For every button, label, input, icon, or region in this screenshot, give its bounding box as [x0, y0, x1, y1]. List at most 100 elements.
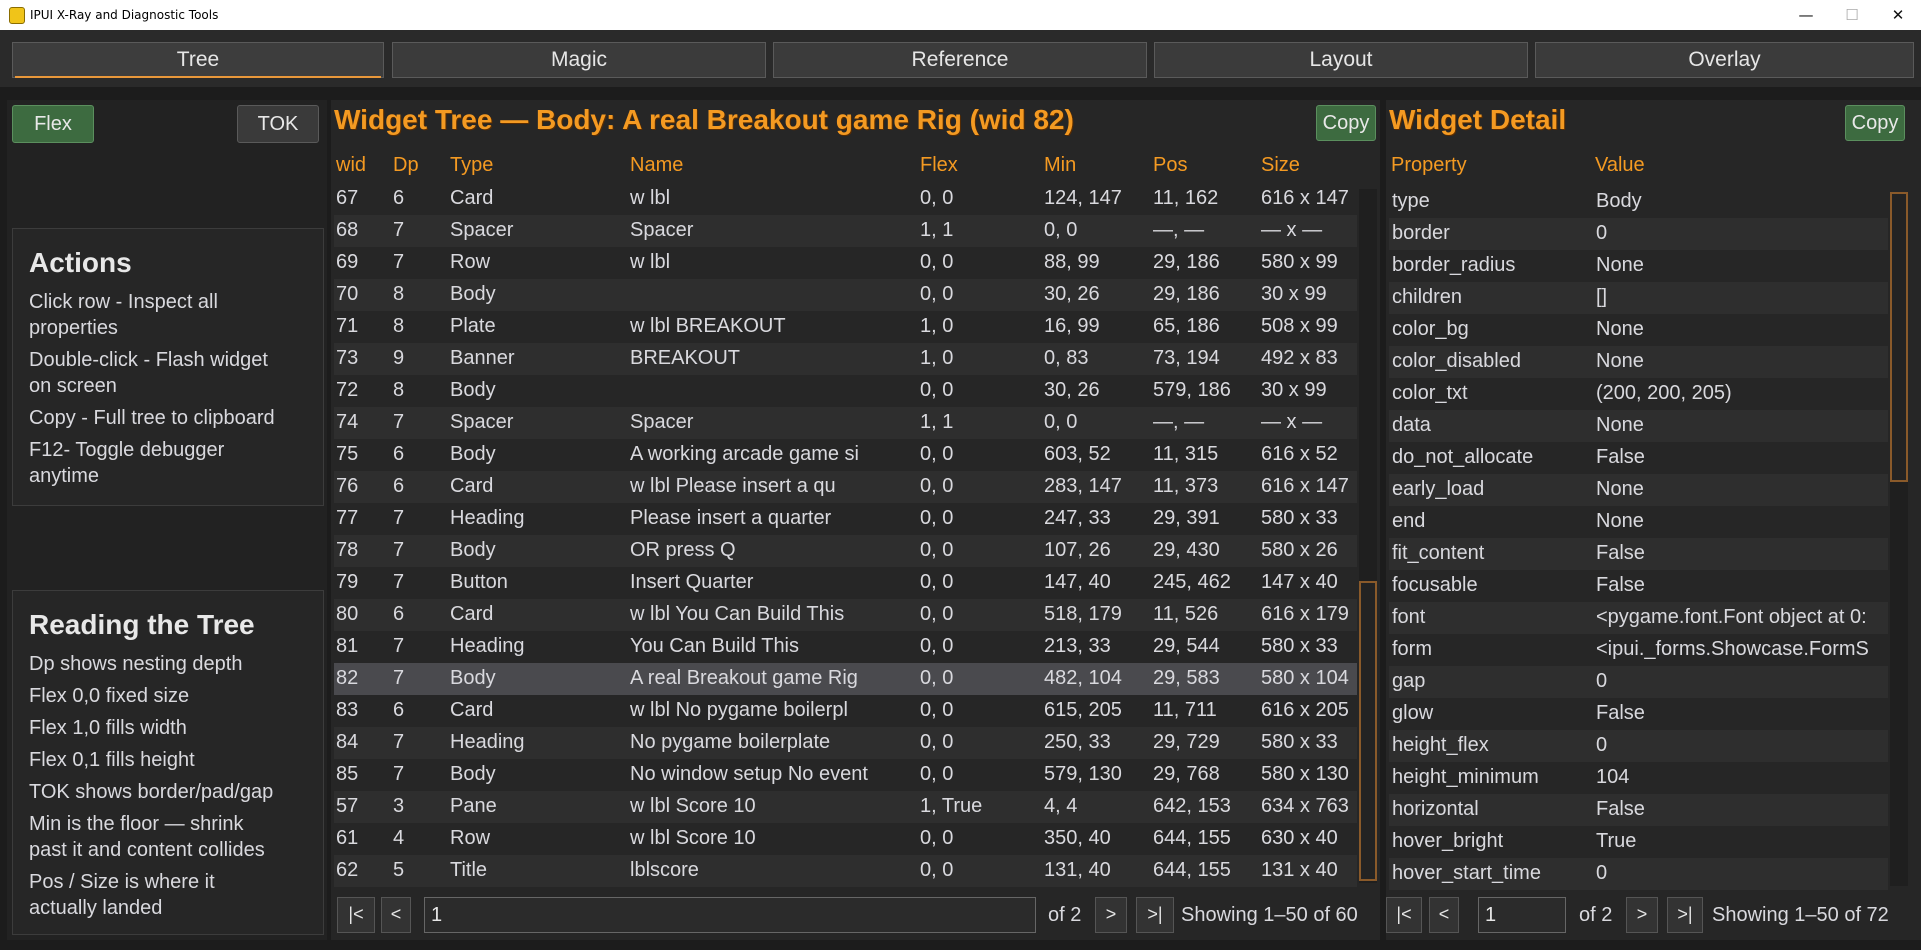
detail-row[interactable]: do_not_allocate False — [1389, 442, 1888, 474]
tree-cell-type: Row — [450, 827, 491, 849]
tab-reference[interactable]: Reference — [773, 42, 1147, 78]
tree-row[interactable]: 76 6 Card w lbl Please insert a qu 0, 0 283, … — [334, 471, 1357, 503]
tree-cell-dp: 5 — [393, 859, 405, 881]
tree-cell-type: Row — [450, 251, 491, 273]
tree-row[interactable]: 80 6 Card w lbl You Can Build This 0, 0 518, … — [334, 599, 1357, 631]
tree-cell-wid: 74 — [336, 411, 359, 433]
detail-row[interactable]: hover_start_time 0 — [1389, 858, 1888, 890]
maximize-button[interactable]: ☐ — [1845, 6, 1859, 24]
tree-cell-dp: 7 — [393, 667, 405, 689]
tree-first-page-button[interactable]: |< — [337, 897, 375, 933]
tree-cell-type: Spacer — [450, 411, 514, 433]
tree-cell-type: Body — [450, 763, 496, 785]
detail-row[interactable]: color_disabled None — [1389, 346, 1888, 378]
tree-cell-min: 615, 205 — [1044, 699, 1122, 721]
tree-row[interactable]: 81 7 Heading You Can Build This 0, 0 213, 33 2… — [334, 631, 1357, 663]
tree-row[interactable]: 61 4 Row w lbl Score 10 0, 0 350, 40 644, 155 6… — [334, 823, 1357, 855]
minimize-button[interactable]: — — [1798, 6, 1814, 24]
detail-next-page-button[interactable]: > — [1626, 897, 1658, 933]
detail-row[interactable]: border_radius None — [1389, 250, 1888, 282]
tree-row[interactable]: 78 7 Body OR press Q 0, 0 107, 26 29, 430 580 x… — [334, 535, 1357, 567]
tok-button[interactable]: TOK — [237, 105, 319, 143]
tree-cell-size: 580 x 33 — [1261, 507, 1338, 529]
detail-row[interactable]: height_flex 0 — [1389, 730, 1888, 762]
tab-layout[interactable]: Layout — [1154, 42, 1528, 78]
tree-row[interactable]: 72 8 Body 0, 0 30, 26 579, 186 30 x 99 — [334, 375, 1357, 407]
tree-cell-dp: 7 — [393, 571, 405, 593]
tree-row[interactable]: 77 7 Heading Please insert a quarter 0, 0 247… — [334, 503, 1357, 535]
actions-line: Copy - Full tree to clipboard — [29, 407, 275, 429]
detail-row[interactable]: glow False — [1389, 698, 1888, 730]
tree-row[interactable]: 71 8 Plate w lbl BREAKOUT 1, 0 16, 99 65, 186 5… — [334, 311, 1357, 343]
tree-cell-min: 579, 130 — [1044, 763, 1122, 785]
detail-page-input[interactable] — [1478, 897, 1566, 933]
detail-row[interactable]: color_txt (200, 200, 205) — [1389, 378, 1888, 410]
tree-scrollbar-thumb[interactable] — [1359, 581, 1377, 881]
tree-row[interactable]: 57 3 Pane w lbl Score 10 1, True 4, 4 642, 153… — [334, 791, 1357, 823]
detail-row[interactable]: gap 0 — [1389, 666, 1888, 698]
detail-scrollbar[interactable] — [1890, 192, 1908, 886]
detail-last-page-button[interactable]: >| — [1667, 897, 1703, 933]
detail-row[interactable]: type Body — [1389, 186, 1888, 218]
tree-row[interactable]: 62 5 Title lblscore 0, 0 131, 40 644, 155 131 x… — [334, 855, 1357, 887]
copy-detail-button[interactable]: Copy — [1845, 105, 1905, 141]
tree-row[interactable]: 75 6 Body A working arcade game si 0, 0 603, … — [334, 439, 1357, 471]
detail-row[interactable]: early_load None — [1389, 474, 1888, 506]
reading-tree-title: Reading the Tree — [29, 609, 255, 640]
detail-row[interactable]: border 0 — [1389, 218, 1888, 250]
tree-row[interactable]: 70 8 Body 0, 0 30, 26 29, 186 30 x 99 — [334, 279, 1357, 311]
tree-cell-type: Banner — [450, 347, 515, 369]
detail-row[interactable]: horizontal False — [1389, 794, 1888, 826]
tree-page-input[interactable] — [424, 897, 1036, 933]
close-button[interactable]: ✕ — [1891, 6, 1905, 24]
tree-row[interactable]: 84 7 Heading No pygame boilerplate 0, 0 250, … — [334, 727, 1357, 759]
actions-line: Double-click - Flash widget — [29, 349, 268, 371]
detail-row[interactable]: font <pygame.font.Font object at 0: — [1389, 602, 1888, 634]
detail-row[interactable]: children [] — [1389, 282, 1888, 314]
tree-row[interactable]: 79 7 Button Insert Quarter 0, 0 147, 40 245, 4… — [334, 567, 1357, 599]
tree-row[interactable]: 69 7 Row w lbl 0, 0 88, 99 29, 186 580 x 99 — [334, 247, 1357, 279]
tree-row[interactable]: 82 7 Body A real Breakout game Rig 0, 0 482, … — [334, 663, 1357, 695]
tab-overlay[interactable]: Overlay — [1535, 42, 1914, 78]
tree-cell-flex: 0, 0 — [920, 539, 954, 561]
copy-tree-button[interactable]: Copy — [1316, 105, 1376, 141]
detail-row[interactable]: hover_bright True — [1389, 826, 1888, 858]
detail-row[interactable]: end None — [1389, 506, 1888, 538]
tree-cell-flex: 0, 0 — [920, 859, 954, 881]
tree-cell-dp: 7 — [393, 219, 405, 241]
tree-prev-page-button[interactable]: < — [381, 897, 411, 933]
detail-row[interactable]: focusable False — [1389, 570, 1888, 602]
detail-first-page-button[interactable]: |< — [1386, 897, 1422, 933]
tab-magic[interactable]: Magic — [392, 42, 766, 78]
tree-scrollbar[interactable] — [1359, 189, 1377, 883]
tree-next-page-button[interactable]: > — [1095, 897, 1127, 933]
detail-scrollbar-thumb[interactable] — [1890, 192, 1908, 482]
actions-line: on screen — [29, 375, 117, 397]
detail-page-count: of 2 — [1579, 904, 1613, 926]
detail-row[interactable]: fit_content False — [1389, 538, 1888, 570]
detail-row[interactable]: form <ipui._forms.Showcase.FormS — [1389, 634, 1888, 666]
tree-cell-min: 88, 99 — [1044, 251, 1100, 273]
tab-tree[interactable]: Tree — [12, 42, 384, 78]
tree-row[interactable]: 74 7 Spacer Spacer 1, 1 0, 0 —, — — x — — [334, 407, 1357, 439]
detail-row[interactable]: color_bg None — [1389, 314, 1888, 346]
detail-row[interactable]: data None — [1389, 410, 1888, 442]
tree-cell-wid: 76 — [336, 475, 359, 497]
tree-cell-pos: 29, 186 — [1153, 283, 1220, 305]
tree-row[interactable]: 73 9 Banner BREAKOUT 1, 0 0, 83 73, 194 492 x 8… — [334, 343, 1357, 375]
tree-row[interactable]: 67 6 Card w lbl 0, 0 124, 147 11, 162 616 x 147 — [334, 183, 1357, 215]
tree-cell-flex: 0, 0 — [920, 699, 954, 721]
detail-cell-property: font — [1392, 606, 1426, 628]
tree-cell-wid: 83 — [336, 699, 359, 721]
tree-last-page-button[interactable]: >| — [1136, 897, 1174, 933]
tree-cell-min: 4, 4 — [1044, 795, 1078, 817]
tree-cell-dp: 7 — [393, 411, 405, 433]
tree-row[interactable]: 85 7 Body No window setup No event 0, 0 579, … — [334, 759, 1357, 791]
detail-row[interactable]: height_minimum 104 — [1389, 762, 1888, 794]
tree-cell-wid: 80 — [336, 603, 359, 625]
tree-row[interactable]: 83 6 Card w lbl No pygame boilerpl 0, 0 615, … — [334, 695, 1357, 727]
tree-cell-type: Card — [450, 187, 494, 209]
flex-button[interactable]: Flex — [12, 105, 94, 143]
tree-row[interactable]: 68 7 Spacer Spacer 1, 1 0, 0 —, — — x — — [334, 215, 1357, 247]
detail-prev-page-button[interactable]: < — [1429, 897, 1459, 933]
